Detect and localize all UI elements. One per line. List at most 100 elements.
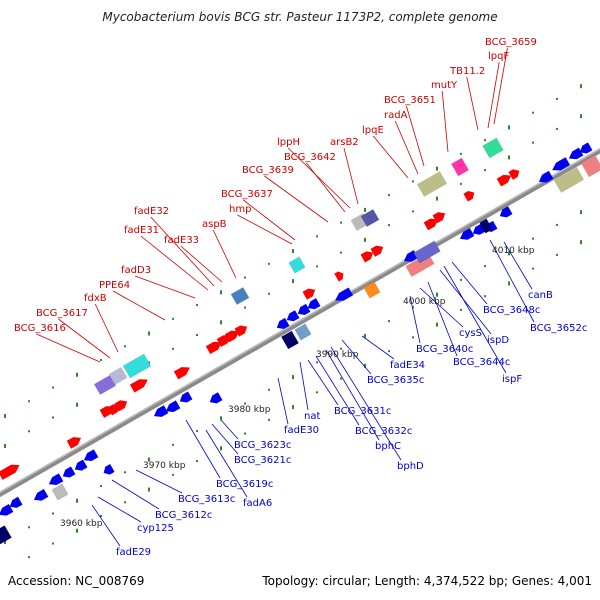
- gene-block: [51, 483, 69, 501]
- forward-gene-label: mutY: [431, 80, 458, 91]
- tick-mark: [412, 210, 414, 213]
- tick-mark: [124, 345, 126, 348]
- label-connector: [307, 359, 339, 406]
- forward-gene-label: fadE32: [134, 206, 169, 217]
- gene-features: [0, 137, 600, 545]
- tick-mark: [76, 528, 78, 533]
- tick-mark: [172, 473, 174, 476]
- label-connector: [111, 479, 160, 510]
- forward-gene-label: fdxB: [84, 293, 107, 304]
- tick-mark: [52, 416, 54, 419]
- reverse-gene-label: BCG_3623c: [234, 440, 291, 451]
- label-connector: [58, 318, 111, 359]
- scale-label: 3980 kbp: [228, 405, 271, 415]
- tick-mark: [580, 84, 582, 89]
- reverse-gene-label: fadA6: [243, 498, 272, 509]
- forward-gene-label: BCG_3659: [485, 37, 537, 48]
- label-connector: [91, 504, 121, 547]
- forward-gene-label: BCG_3651: [384, 95, 436, 106]
- tick-mark: [460, 152, 462, 155]
- tick-mark: [4, 443, 6, 448]
- gene-block: [450, 157, 470, 177]
- forward-gene-label: arsB2: [330, 137, 359, 148]
- tick-mark: [268, 262, 270, 265]
- reverse-gene-arrow: [165, 400, 181, 413]
- tick-mark: [196, 430, 198, 433]
- tick-mark: [580, 240, 582, 245]
- reverse-gene-arrow: [62, 466, 76, 478]
- tick-mark: [532, 237, 534, 240]
- tick-mark: [460, 182, 462, 185]
- forward-gene-label: BCG_3637: [221, 189, 273, 200]
- reverse-gene-label: BCG_3613c: [178, 494, 235, 505]
- tick-mark: [268, 388, 270, 391]
- gene-block: [294, 323, 312, 341]
- label-connector: [150, 216, 215, 287]
- label-connector: [237, 214, 293, 245]
- tick-mark: [508, 155, 510, 160]
- reverse-gene-arrow: [103, 464, 115, 475]
- reverse-gene-label: bphC: [375, 441, 401, 452]
- tick-mark: [484, 295, 486, 298]
- gene-block: [108, 366, 128, 386]
- label-connector: [243, 199, 296, 241]
- label-connector: [97, 496, 142, 523]
- label-connector: [451, 261, 488, 305]
- reverse-gene-label: bphD: [397, 461, 424, 472]
- gene-block: [416, 171, 448, 197]
- tick-mark: [388, 320, 390, 323]
- tick-mark: [388, 224, 390, 227]
- tick-mark: [556, 223, 558, 226]
- label-connector: [180, 245, 223, 283]
- tick-mark: [436, 322, 438, 327]
- reverse-gene-label: BCG_3631c: [334, 406, 391, 417]
- tick-mark: [412, 180, 414, 183]
- forward-gene-label: BCG_3642: [284, 152, 336, 163]
- reverse-gene-label: BCG_3632c: [355, 426, 412, 437]
- reverse-gene-label: cysS: [459, 328, 482, 339]
- label-connector: [212, 229, 237, 279]
- reverse-gene-label: canB: [528, 290, 553, 301]
- label-connector: [343, 147, 359, 205]
- forward-gene-arrow: [360, 251, 374, 263]
- forward-gene-label: PPE64: [99, 280, 130, 291]
- forward-gene-label: aspB: [202, 219, 227, 230]
- label-connector: [211, 423, 239, 455]
- reverse-gene-label: fadE30: [284, 425, 319, 436]
- forward-gene-label: fadE31: [124, 225, 159, 236]
- tick-mark: [196, 304, 198, 307]
- tick-mark: [148, 457, 150, 462]
- label-connector: [493, 47, 508, 125]
- forward-gene-labels: BCG_3616 BCG_3617 fdxB PPE64 fadD3 fadE31 fadE…: [14, 37, 537, 334]
- tick-mark: [268, 292, 270, 295]
- scale-labels: 3960 kbp 3970 kbp 3980 kbp 3990 kbp 4000 kbp…: [60, 246, 535, 529]
- tick-mark: [580, 114, 582, 119]
- tick-mark: [172, 347, 174, 350]
- reverse-gene-arrow: [568, 147, 584, 160]
- forward-gene-label: BCG_3616: [14, 323, 66, 334]
- tick-mark: [28, 556, 30, 559]
- forward-gene-arrow: [234, 325, 248, 337]
- genome-backbone: [0, 147, 600, 498]
- tick-mark: [508, 125, 510, 130]
- tick-mark: [388, 350, 390, 353]
- reverse-gene-arrow: [459, 228, 475, 240]
- tick-mark: [364, 333, 366, 338]
- reverse-gene-label: BCG_3635c: [367, 375, 424, 386]
- gene-block: [580, 154, 600, 178]
- label-connector: [441, 90, 449, 153]
- reverse-gene-arrow: [179, 391, 193, 403]
- tick-mark: [460, 278, 462, 281]
- label-connector: [220, 419, 239, 440]
- tick-mark: [436, 166, 438, 171]
- label-connector: [361, 335, 395, 360]
- label-connector: [112, 290, 166, 321]
- tick-mark: [316, 235, 318, 238]
- reverse-gene-arrow: [153, 405, 169, 417]
- reverse-gene-arrow: [579, 142, 593, 154]
- tick-mark: [220, 320, 222, 325]
- tick-mark: [340, 377, 342, 380]
- label-connector: [94, 303, 119, 353]
- tick-mark: [316, 391, 318, 394]
